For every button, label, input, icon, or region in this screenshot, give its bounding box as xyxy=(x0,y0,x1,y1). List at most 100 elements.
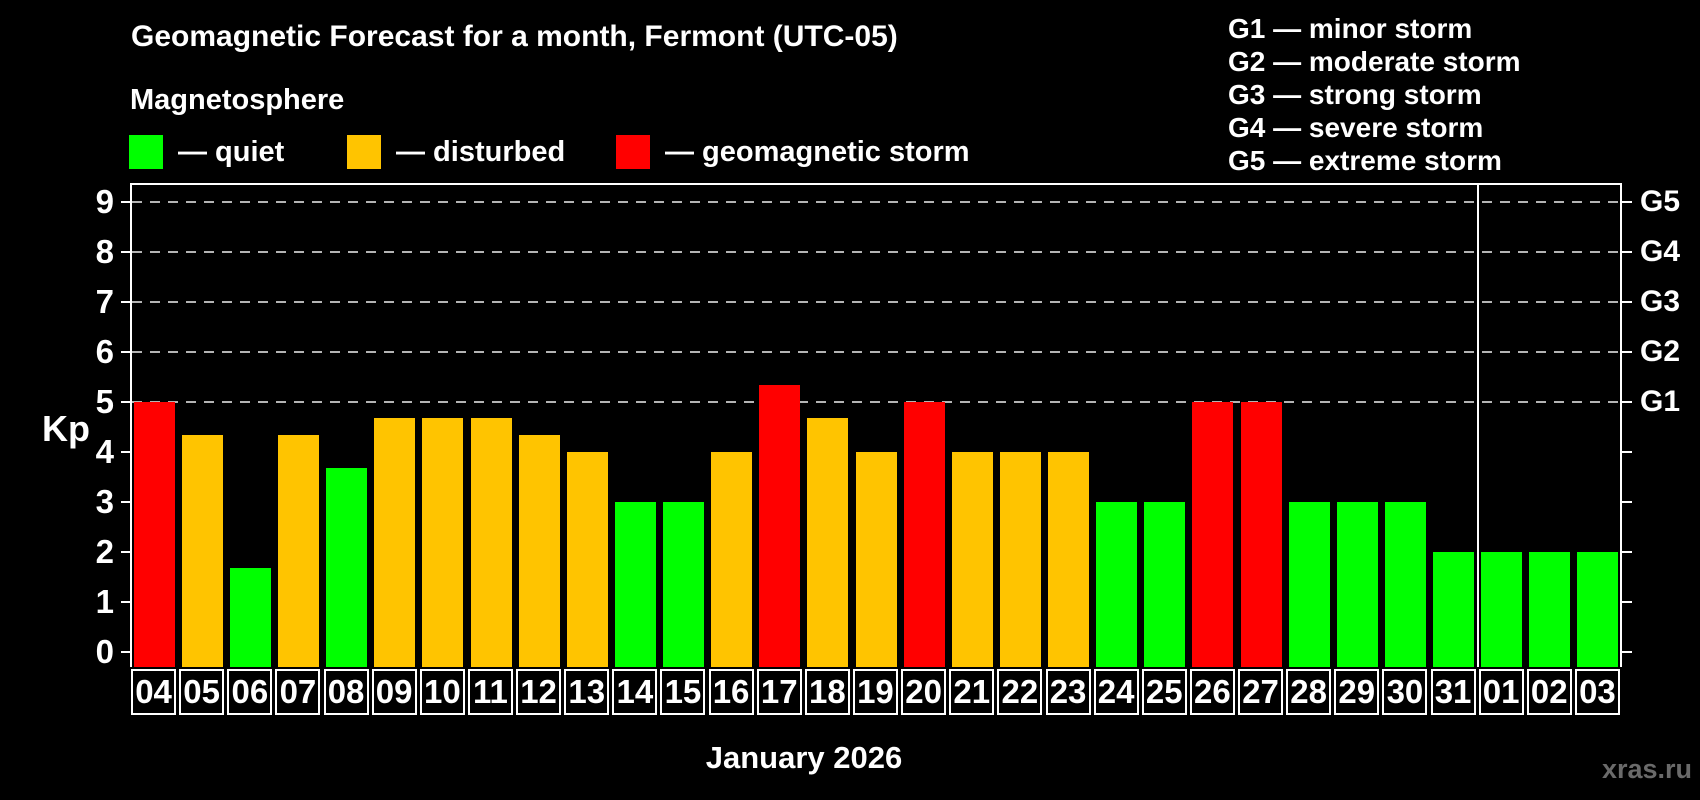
x-tick-label-28: 28 xyxy=(1286,669,1332,715)
right-axis-label: G1 xyxy=(1640,384,1681,418)
x-tick-label-10: 10 xyxy=(419,669,465,715)
x-tick-label-07: 07 xyxy=(275,669,321,715)
kp-bar-14 xyxy=(614,501,656,667)
right-axis-tick xyxy=(1622,650,1632,653)
kp-bar-25 xyxy=(1144,501,1186,667)
legend-item-disturbed: — disturbed xyxy=(347,135,565,169)
kp-bar-21 xyxy=(951,451,993,667)
gridline xyxy=(132,350,1620,353)
plot-frame xyxy=(130,183,1622,667)
kp-bar-06 xyxy=(229,568,271,667)
x-tick-label-14: 14 xyxy=(612,669,658,715)
kp-bar-18 xyxy=(807,418,849,667)
right-axis-tick xyxy=(1622,450,1632,453)
chart-subtitle: Magnetosphere xyxy=(130,84,345,116)
x-tick-label-16: 16 xyxy=(708,669,754,715)
gridline xyxy=(132,200,1620,203)
y-axis-tick-label: 8 xyxy=(95,232,114,270)
legend-item-label: — quiet xyxy=(178,135,285,168)
kp-bar-28 xyxy=(1288,501,1330,667)
right-axis-tick xyxy=(1622,500,1632,503)
storm-scale-legend-line: G4 — severe storm xyxy=(1228,112,1484,143)
x-tick-label-26: 26 xyxy=(1189,669,1235,715)
right-axis-tick xyxy=(1622,300,1632,303)
x-tick-label-01: 01 xyxy=(1478,669,1524,715)
kp-bar-26 xyxy=(1192,401,1234,667)
legend-item-label: — disturbed xyxy=(396,135,566,168)
y-axis-tick xyxy=(121,350,130,353)
right-axis-tick xyxy=(1622,600,1632,603)
x-tick-label-24: 24 xyxy=(1093,669,1139,715)
x-tick-label-27: 27 xyxy=(1238,669,1284,715)
y-axis-tick-label: 3 xyxy=(95,482,114,520)
legend-item-label: — geomagnetic storm xyxy=(665,135,970,168)
legend-item-storm: — geomagnetic storm xyxy=(616,135,970,169)
y-axis-tick xyxy=(121,650,130,653)
x-tick-label-21: 21 xyxy=(949,669,995,715)
kp-bar-02 xyxy=(1529,551,1571,667)
x-tick-label-19: 19 xyxy=(852,669,898,715)
right-axis-label: G4 xyxy=(1640,234,1681,268)
kp-bar-12 xyxy=(518,435,560,667)
y-axis-tick-label: 9 xyxy=(95,182,114,220)
gridline xyxy=(132,250,1620,253)
x-tick-label-31: 31 xyxy=(1430,669,1476,715)
right-axis-tick xyxy=(1622,350,1632,353)
kp-bar-19 xyxy=(855,451,897,667)
x-tick-label-22: 22 xyxy=(997,669,1043,715)
y-axis-tick xyxy=(121,550,130,553)
kp-bar-15 xyxy=(663,501,704,667)
x-tick-label-06: 06 xyxy=(227,669,273,715)
chart-title: Geomagnetic Forecast for a month, Fermon… xyxy=(131,20,898,53)
storm-scale-legend-line: G5 — extreme storm xyxy=(1228,145,1502,176)
gridline xyxy=(132,400,1620,403)
y-axis-tick-label: 5 xyxy=(95,382,114,420)
right-axis-tick xyxy=(1622,200,1632,203)
kp-bar-31 xyxy=(1433,551,1474,667)
storm-scale-legend-line: G2 — moderate storm xyxy=(1228,46,1521,77)
y-axis-tick-label: 2 xyxy=(95,532,114,570)
right-axis-label: G2 xyxy=(1640,334,1681,368)
storm-color-swatch xyxy=(616,135,650,169)
x-tick-label-17: 17 xyxy=(756,669,802,715)
y-axis-tick-label: 0 xyxy=(95,632,114,670)
kp-bar-07 xyxy=(278,435,319,667)
kp-bar-30 xyxy=(1384,501,1426,667)
storm-scale-legend: G1 — minor storm G2 — moderate storm G3 — … xyxy=(1228,12,1521,177)
quiet-color-swatch xyxy=(129,135,163,169)
x-tick-label-08: 08 xyxy=(323,669,369,715)
y-axis-tick xyxy=(121,450,130,453)
kp-bar-13 xyxy=(566,451,608,667)
kp-bar-29 xyxy=(1336,501,1378,667)
x-tick-label-11: 11 xyxy=(467,669,513,715)
kp-bar-05 xyxy=(181,435,223,667)
right-axis-label: G3 xyxy=(1640,284,1681,318)
x-tick-label-18: 18 xyxy=(804,669,850,715)
kp-bar-16 xyxy=(711,451,753,667)
watermark: xras.ru xyxy=(1601,754,1692,784)
month-separator-line xyxy=(1476,183,1479,667)
storm-scale-legend-line: G1 — minor storm xyxy=(1228,13,1473,44)
x-tick-label-20: 20 xyxy=(901,669,947,715)
kp-bar-11 xyxy=(470,418,512,667)
y-axis-title: Kp xyxy=(42,408,90,449)
x-tick-label-25: 25 xyxy=(1141,669,1187,715)
legend-item-quiet: — quiet xyxy=(129,135,284,169)
y-axis-tick xyxy=(121,250,130,253)
kp-bar-04 xyxy=(133,401,175,667)
kp-bar-09 xyxy=(374,418,416,667)
y-axis-tick xyxy=(121,300,130,303)
x-tick-label-02: 02 xyxy=(1526,669,1572,715)
x-axis-title: January 2026 xyxy=(705,740,903,775)
y-axis-tick-label: 6 xyxy=(95,332,114,370)
storm-scale-legend-line: G3 — strong storm xyxy=(1228,79,1482,110)
kp-bar-24 xyxy=(1096,501,1138,667)
x-tick-label-29: 29 xyxy=(1334,669,1380,715)
y-axis-tick xyxy=(121,200,130,203)
y-axis-tick-label: 4 xyxy=(95,432,114,470)
x-tick-label-09: 09 xyxy=(371,669,417,715)
y-axis-tick-label: 1 xyxy=(95,582,114,620)
kp-bar-01 xyxy=(1481,551,1523,667)
x-tick-label-05: 05 xyxy=(179,669,225,715)
